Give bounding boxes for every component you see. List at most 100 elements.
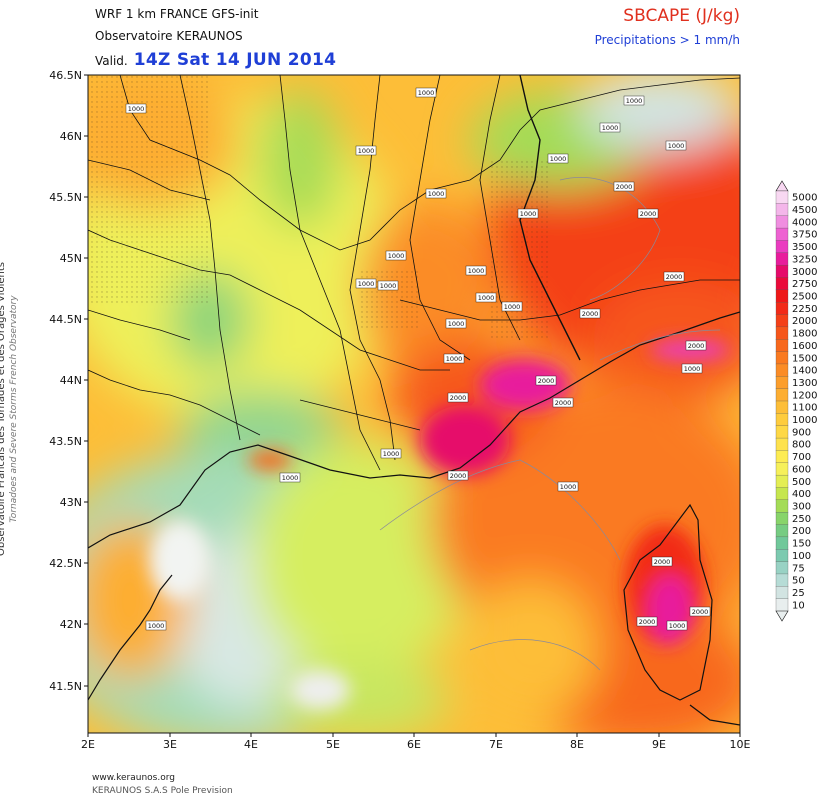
legend-swatch xyxy=(775,252,789,266)
legend-bottom-arrow xyxy=(775,610,789,622)
national-border xyxy=(519,75,581,361)
lon-tick-label: 3E xyxy=(163,738,177,751)
legend-swatch xyxy=(775,388,789,402)
contour-label: 2000 xyxy=(636,616,658,627)
legend-swatch xyxy=(775,437,789,451)
contour-label: 2000 xyxy=(447,392,469,403)
legend-swatch xyxy=(775,376,789,390)
contour-label: 2000 xyxy=(689,606,711,617)
svg-text:2000: 2000 xyxy=(654,558,671,566)
legend-level-label: 2500 xyxy=(792,292,817,303)
legend-swatch xyxy=(775,425,789,439)
svg-text:1000: 1000 xyxy=(478,294,495,302)
lon-tick-label: 4E xyxy=(244,738,258,751)
lat-tick-label: 41.5N xyxy=(49,680,82,693)
svg-text:1000: 1000 xyxy=(428,190,445,198)
legend-swatch xyxy=(775,289,789,303)
legend-swatch xyxy=(775,586,789,600)
legend-swatch xyxy=(775,277,789,291)
contour-label: 1000 xyxy=(623,95,645,106)
contour-label: 2000 xyxy=(579,308,601,319)
legend-swatch xyxy=(775,240,789,254)
website-link[interactable]: www.keraunos.org xyxy=(92,773,175,783)
legend-level-label: 500 xyxy=(792,477,811,488)
legend-level-label: 50 xyxy=(792,576,805,587)
lat-tick-label: 45N xyxy=(60,252,82,265)
legend-level-label: 1200 xyxy=(792,390,817,401)
precipitation-stippling xyxy=(490,160,550,340)
svg-text:2000: 2000 xyxy=(555,399,572,407)
legend-level-label: 150 xyxy=(792,539,811,550)
svg-text:1000: 1000 xyxy=(282,474,299,482)
legend-level-label: 2250 xyxy=(792,304,817,315)
contour-label: 2000 xyxy=(663,271,685,282)
svg-text:1000: 1000 xyxy=(448,320,465,328)
lon-tick-label: 5E xyxy=(326,738,340,751)
contour-label: 2000 xyxy=(613,181,635,192)
legend-swatch xyxy=(775,351,789,365)
legend-level-label: 200 xyxy=(792,526,811,537)
lon-tick-label: 2E xyxy=(81,738,95,751)
legend-swatch xyxy=(775,474,789,488)
legend-swatch xyxy=(775,190,789,204)
contour-label: 1000 xyxy=(415,87,437,98)
svg-text:1000: 1000 xyxy=(358,280,375,288)
legend-swatch xyxy=(775,363,789,377)
legend-level-label: 600 xyxy=(792,464,811,475)
legend-swatch xyxy=(775,573,789,587)
legend-level-label: 10 xyxy=(792,600,805,611)
contour-label: 1000 xyxy=(385,250,407,261)
valid-time: 14Z Sat 14 JUN 2014 xyxy=(133,50,337,70)
contour-label: 1000 xyxy=(125,103,147,114)
svg-text:1000: 1000 xyxy=(388,252,405,260)
contour-labels: 1000 1000 1000 1000 1000 1000 1000 1000 … xyxy=(125,87,711,631)
legend-level-label: 100 xyxy=(792,551,811,562)
legend-level-label: 5000 xyxy=(792,193,817,204)
svg-text:2000: 2000 xyxy=(692,608,709,616)
legend-swatch xyxy=(775,536,789,550)
svg-text:1000: 1000 xyxy=(684,365,701,373)
svg-text:2000: 2000 xyxy=(450,394,467,402)
legend-swatch xyxy=(775,499,789,513)
svg-text:1000: 1000 xyxy=(520,210,537,218)
lat-tick-label: 42.5N xyxy=(49,557,82,570)
legend-top-arrow xyxy=(775,180,789,192)
contour-label: 1000 xyxy=(443,353,465,364)
legend-swatch xyxy=(775,549,789,563)
contour-label: 2000 xyxy=(685,340,707,351)
contour-label: 1000 xyxy=(355,145,377,156)
legend-swatch xyxy=(775,598,789,612)
cape-contours xyxy=(379,177,721,671)
legend-level-label: 1600 xyxy=(792,341,817,352)
legend-swatch xyxy=(775,302,789,315)
legend-level-label: 3750 xyxy=(792,230,817,241)
contour-label: 2000 xyxy=(535,375,557,386)
legend-level-label: 2750 xyxy=(792,279,817,290)
svg-text:1000: 1000 xyxy=(626,97,643,105)
svg-text:1000: 1000 xyxy=(380,282,397,290)
svg-text:1000: 1000 xyxy=(550,155,567,163)
svg-text:1000: 1000 xyxy=(148,622,165,630)
legend-swatch xyxy=(775,326,789,340)
contour-label: 1000 xyxy=(599,122,621,133)
legend-swatch xyxy=(775,487,789,501)
cape-field xyxy=(88,75,740,733)
contour-label: 1000 xyxy=(445,318,467,329)
lat-tick-label: 44N xyxy=(60,374,82,387)
legend-swatch xyxy=(775,400,789,414)
legend-level-label: 900 xyxy=(792,427,811,438)
lat-tick-label: 42N xyxy=(60,618,82,631)
legend-level-label: 700 xyxy=(792,452,811,463)
legend-level-label: 3250 xyxy=(792,254,817,265)
legend-swatch xyxy=(775,314,789,328)
organization-name: Observatoire KERAUNOS xyxy=(95,29,243,43)
contour-label: 1000 xyxy=(665,140,687,151)
svg-text:1000: 1000 xyxy=(446,355,463,363)
svg-text:2000: 2000 xyxy=(538,377,555,385)
model-title: WRF 1 km FRANCE GFS-init xyxy=(95,7,259,21)
legend-level-label: 1800 xyxy=(792,329,817,340)
longitude-axis: 2E 3E 4E 5E 6E 7E 8E 9E 10E xyxy=(81,733,751,751)
legend-level-label: 2000 xyxy=(792,316,817,327)
legend-level-label: 1300 xyxy=(792,378,817,389)
